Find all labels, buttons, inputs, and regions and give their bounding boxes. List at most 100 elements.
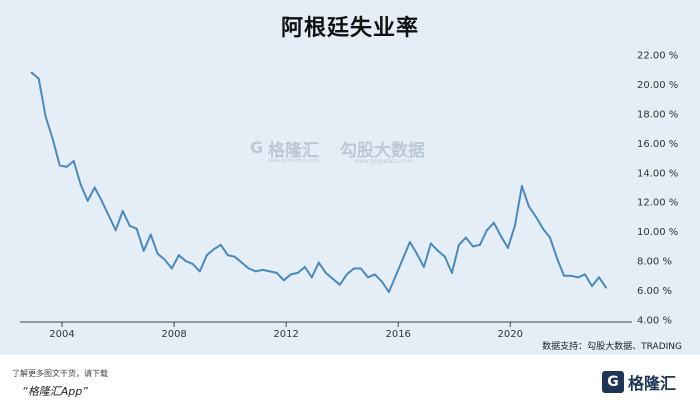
data-point <box>37 77 40 80</box>
y-tick-label: 14.00 % <box>637 168 678 179</box>
data-point <box>296 271 299 274</box>
data-point <box>380 280 383 283</box>
y-tick-label: 10.00 % <box>637 227 678 238</box>
data-point <box>492 221 495 224</box>
watermark-brand: 格隆汇 <box>268 141 319 161</box>
data-point <box>542 227 544 230</box>
watermark-brand-icon: G <box>250 138 264 157</box>
data-point <box>591 285 593 288</box>
brand-name: 格隆汇 <box>628 374 677 393</box>
data-point <box>275 271 278 274</box>
data-point <box>58 164 61 167</box>
footer-app-name[interactable]: “格隆汇App” <box>22 385 88 398</box>
x-tick-label: 2012 <box>273 329 298 340</box>
data-point <box>79 183 82 186</box>
data-point <box>387 291 390 293</box>
x-tick-label: 2008 <box>161 329 186 340</box>
x-tick-label: 2020 <box>498 329 523 340</box>
data-point <box>212 248 215 251</box>
y-axis-labels: 4.00 % 6.00 % 8.00 % 10.00 % 12.00 % 14.00 % 1… <box>637 51 678 327</box>
data-point <box>464 236 467 239</box>
data-point <box>359 267 362 270</box>
data-point <box>93 186 96 189</box>
data-point <box>191 263 194 266</box>
data-point <box>156 252 159 255</box>
data-point <box>352 267 355 270</box>
y-tick-label: 12.00 % <box>637 198 678 209</box>
brand-logo: G 格隆汇 <box>602 370 680 394</box>
data-point <box>317 261 320 264</box>
watermark-partner: 勾股大数据 <box>340 141 425 161</box>
data-point <box>72 160 75 162</box>
data-point <box>289 273 292 276</box>
data-point <box>471 245 474 248</box>
data-point <box>65 165 68 168</box>
data-point <box>415 252 418 255</box>
data-point <box>30 71 33 74</box>
data-point <box>128 224 131 227</box>
data-point <box>408 241 411 243</box>
data-point <box>549 236 551 239</box>
data-point <box>135 227 138 230</box>
data-point <box>436 249 439 252</box>
data-point <box>324 271 327 274</box>
data-point <box>149 233 152 236</box>
data-point <box>584 273 586 276</box>
data-point <box>177 254 180 257</box>
data-point <box>170 267 173 270</box>
data-point <box>107 214 110 217</box>
data-point <box>44 115 47 118</box>
data-point <box>429 242 432 245</box>
data-point <box>247 267 250 270</box>
data-point <box>254 270 257 273</box>
data-point <box>598 276 600 279</box>
data-point <box>51 137 54 140</box>
series-line <box>31 71 607 293</box>
data-point <box>577 276 579 279</box>
data-point <box>485 229 488 232</box>
y-tick-label: 4.00 % <box>637 316 672 327</box>
data-point <box>535 215 537 218</box>
data-point <box>261 268 264 271</box>
data-point <box>331 277 334 280</box>
data-point <box>198 270 201 273</box>
data-point <box>556 257 558 260</box>
data-point <box>570 274 572 277</box>
x-tick-label: 2004 <box>49 329 74 340</box>
data-point <box>163 258 166 261</box>
data-point <box>226 254 229 257</box>
data-point <box>443 255 446 258</box>
data-point <box>338 283 341 286</box>
data-point <box>233 255 236 258</box>
y-tick-label: 18.00 % <box>637 109 678 120</box>
data-point <box>527 205 530 208</box>
data-point <box>520 185 523 187</box>
data-point <box>506 246 509 249</box>
footer-note: 了解更多图文干货，请下载 <box>12 369 108 378</box>
data-point <box>457 243 460 246</box>
data-point <box>121 210 124 213</box>
data-point <box>86 199 89 202</box>
data-source: 数据支持：勾股大数据、TRADING <box>542 342 682 352</box>
data-point <box>563 274 565 277</box>
data-point <box>219 243 222 246</box>
data-point <box>240 261 243 264</box>
chart-title: 阿根廷失业率 <box>280 16 419 41</box>
watermark: G 格隆汇 www.gelonghui.com 勾股大数据 www.goguda… <box>250 136 460 168</box>
y-tick-label: 20.00 % <box>637 80 678 91</box>
data-point <box>310 276 313 279</box>
watermark-partner-url: www.gogudata.com <box>354 158 414 165</box>
data-point <box>373 273 376 276</box>
data-point <box>422 266 425 268</box>
x-axis: 2004 2008 2012 2016 2020 <box>20 321 632 340</box>
brand-icon: G <box>602 371 624 393</box>
data-point <box>345 273 348 276</box>
data-point <box>100 199 103 202</box>
data-point <box>513 224 516 227</box>
data-point <box>282 279 285 282</box>
y-tick-label: 8.00 % <box>637 257 672 268</box>
data-point <box>478 243 481 246</box>
data-point <box>268 270 271 273</box>
